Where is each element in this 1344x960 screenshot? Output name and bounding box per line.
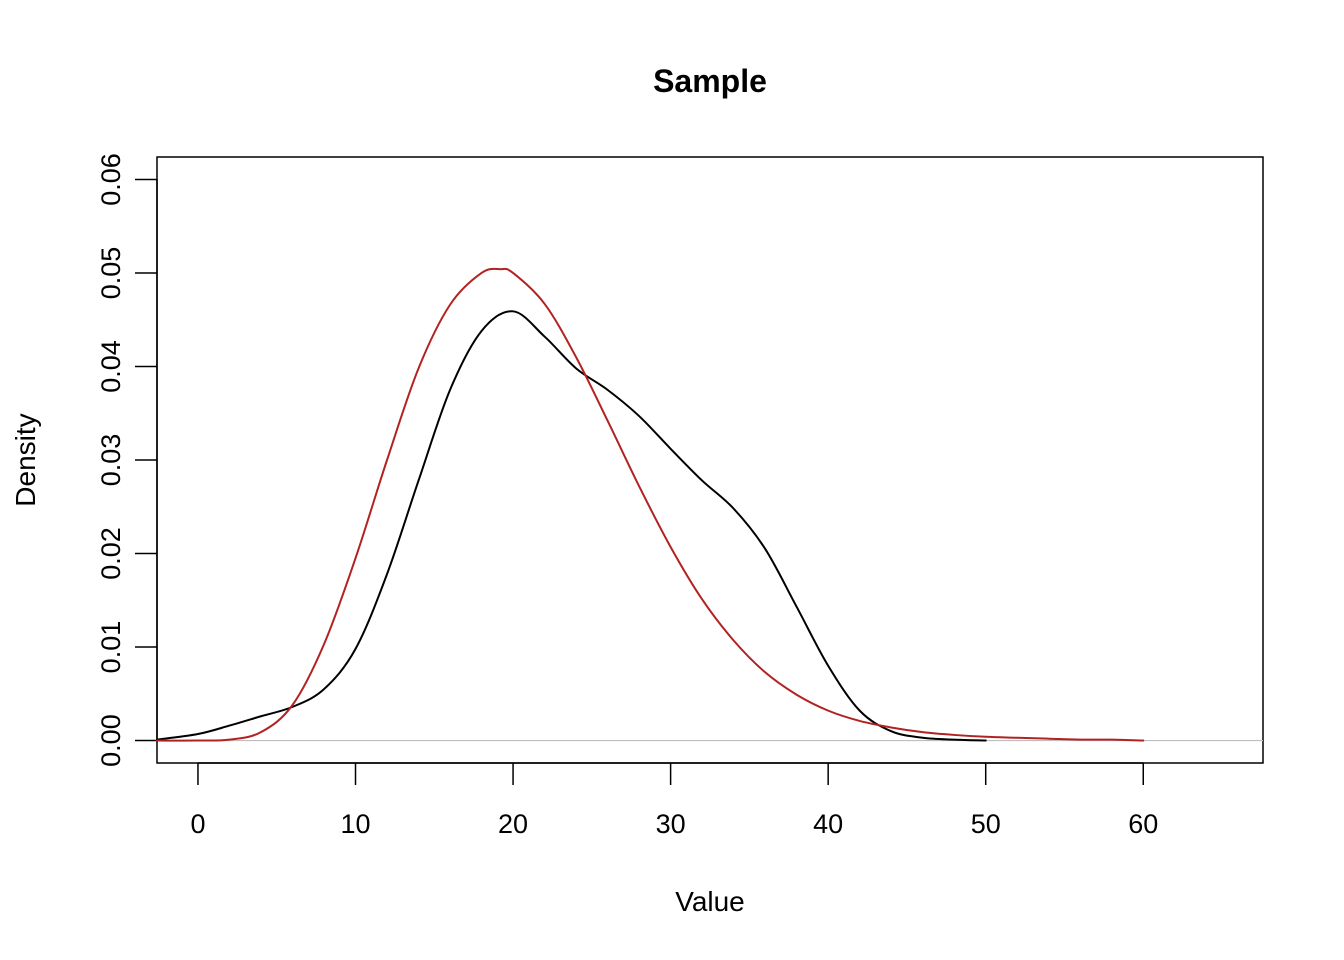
chart-title: Sample <box>653 63 767 99</box>
x-tick-label: 30 <box>656 809 686 839</box>
x-tick-label: 60 <box>1128 809 1158 839</box>
series-layer <box>156 267 1145 742</box>
sample-density-line <box>156 310 987 742</box>
y-tick-label: 0.03 <box>96 434 126 487</box>
y-tick-label: 0.04 <box>96 340 126 393</box>
y-tick-label: 0.06 <box>96 153 126 206</box>
y-axis: 0.00 0.01 0.02 0.03 0.04 0.05 0.06 <box>96 153 158 767</box>
x-tick-label: 10 <box>340 809 370 839</box>
x-tick-label: 50 <box>971 809 1001 839</box>
y-tick-label: 0.02 <box>96 527 126 580</box>
y-tick-label: 0.05 <box>96 247 126 300</box>
x-tick-label: 40 <box>813 809 843 839</box>
y-tick-label: 0.01 <box>96 621 126 674</box>
y-axis-title: Density <box>10 413 41 506</box>
x-axis: 0 10 20 30 40 50 60 <box>190 762 1158 839</box>
x-tick-label: 20 <box>498 809 528 839</box>
x-axis-title: Value <box>675 886 745 917</box>
y-tick-label: 0.00 <box>96 714 126 767</box>
x-tick-label: 0 <box>190 809 205 839</box>
plot-frame <box>156 156 1264 764</box>
fitted-density-line <box>156 267 1145 742</box>
